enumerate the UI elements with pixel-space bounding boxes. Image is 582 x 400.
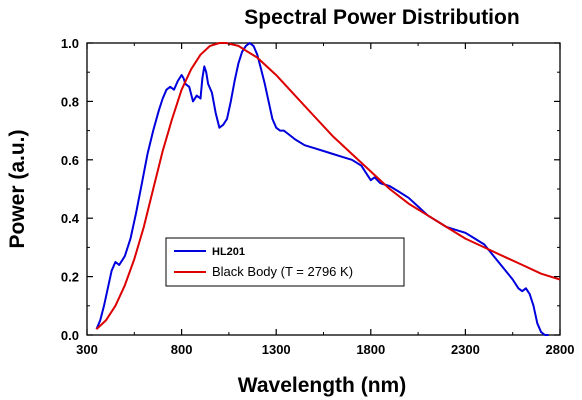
y-tick-label: 0.6 — [61, 153, 79, 168]
x-tick-label: 1300 — [262, 342, 291, 357]
y-tick-label: 1.0 — [61, 36, 79, 51]
series-line-hl201 — [95, 42, 549, 336]
plot-area — [86, 42, 561, 336]
legend-box — [165, 237, 405, 287]
x-tick-label: 1800 — [356, 342, 385, 357]
y-axis-label: Power (a.u.) — [6, 129, 29, 248]
chart-title: Spectral Power Distribution — [244, 6, 519, 29]
y-tick-label: 0.8 — [61, 94, 79, 109]
y-tick-label: 0.0 — [61, 328, 79, 343]
plot-frame — [86, 42, 561, 336]
x-tick-label: 300 — [76, 342, 98, 357]
x-axis-label: Wavelength (nm) — [238, 374, 406, 397]
legend-label: HL201 — [212, 246, 245, 258]
legend: HL201 Black Body (T = 2796 K) — [165, 237, 405, 287]
y-tick-label: 0.2 — [61, 270, 79, 285]
x-axis: 300 800 1300 1800 2300 2800 — [76, 43, 574, 357]
y-tick-label: 0.4 — [61, 211, 80, 226]
x-tick-label: 2300 — [451, 342, 480, 357]
legend-label: Black Body (T = 2796 K) — [212, 264, 353, 279]
x-tick-label: 2800 — [546, 342, 575, 357]
series-line-black-body — [95, 42, 560, 330]
x-tick-label: 800 — [171, 342, 193, 357]
y-axis: 0.0 0.2 0.4 0.6 0.8 1.0 — [61, 36, 560, 343]
